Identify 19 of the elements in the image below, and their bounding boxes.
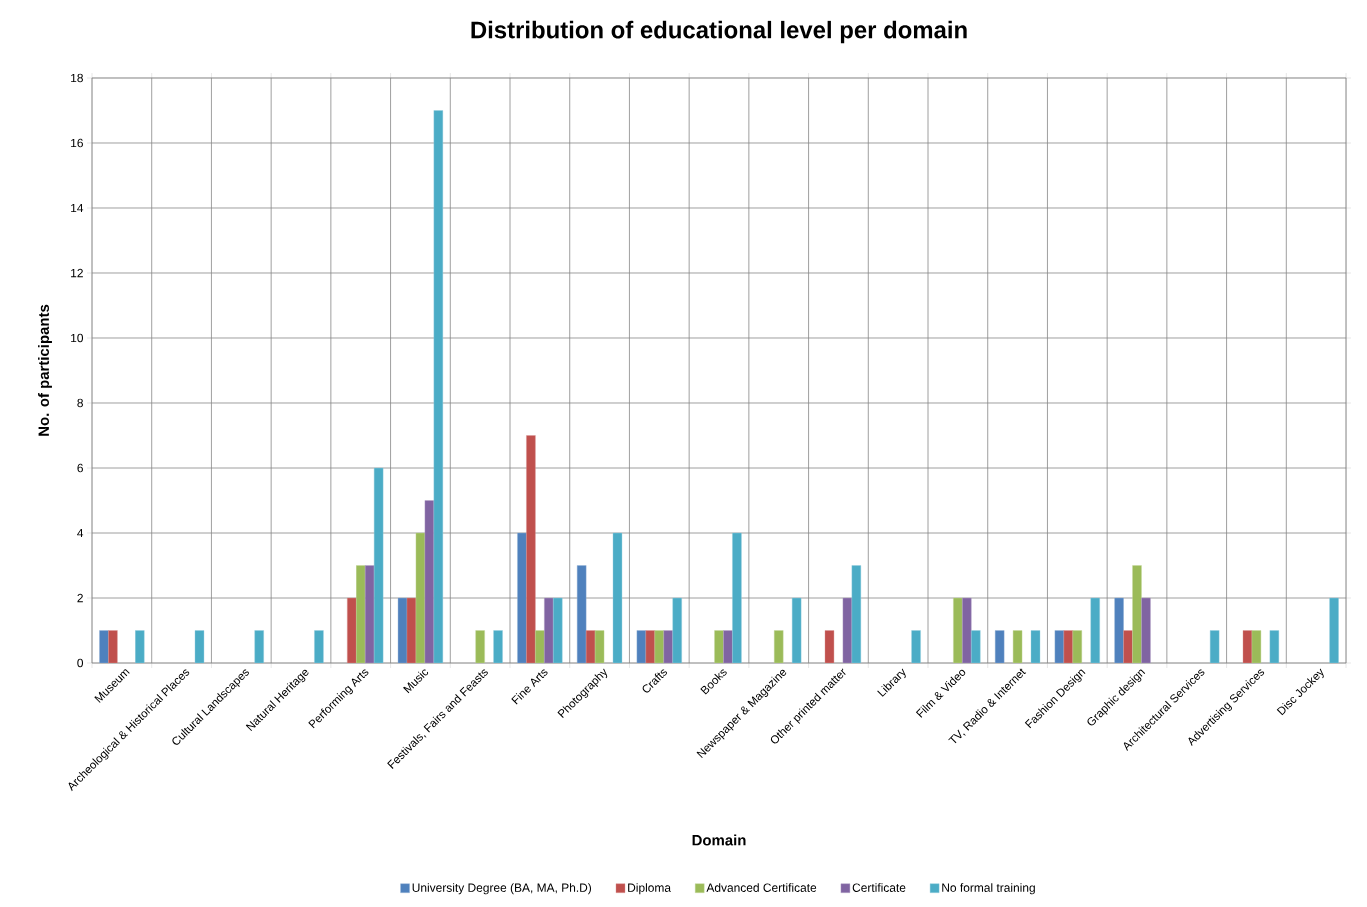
- y-tick-label: 0: [77, 658, 84, 668]
- y-tick-label: 2: [77, 593, 83, 603]
- chart-title: Distribution of educational level per domain: [471, 20, 967, 44]
- legend-label: No formal training: [942, 883, 1035, 895]
- y-axis-title: No. of participants: [38, 304, 52, 436]
- legend-label: Certificate: [852, 883, 906, 892]
- legend-label: Diploma: [628, 883, 672, 895]
- y-tick-label: 10: [71, 333, 84, 343]
- legend-label: Advanced Certificate: [706, 883, 817, 892]
- y-tick-label: 14: [71, 203, 84, 213]
- y-tick-label: 18: [71, 73, 83, 83]
- legend-label: University Degree (BA, MA, Ph.D): [412, 883, 592, 895]
- y-tick-label: 16: [71, 138, 83, 148]
- x-axis-title: Domain: [692, 834, 746, 846]
- x-tick-label: Fine Arts: [511, 669, 548, 705]
- y-tick-label: 4: [77, 528, 84, 538]
- y-tick-label: 8: [77, 398, 83, 408]
- y-tick-label: 12: [71, 268, 83, 278]
- y-tick-label: 6: [77, 463, 83, 473]
